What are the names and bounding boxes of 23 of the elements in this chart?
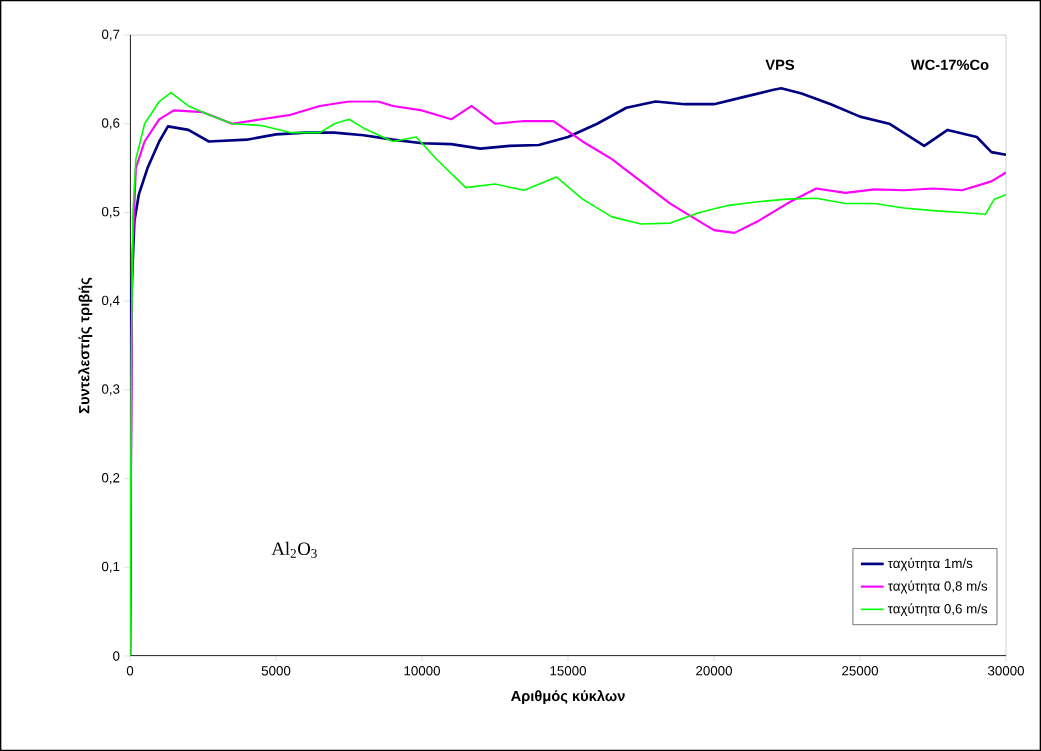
y-tick-label: 0,5 bbox=[101, 206, 120, 218]
legend-label: ταχύτητα 0,6 m/s bbox=[887, 603, 988, 617]
x-tick-label: 30000 bbox=[987, 666, 1025, 676]
y-tick-label: 0 bbox=[113, 651, 120, 661]
y-tick-label: 0,2 bbox=[101, 473, 120, 485]
x-axis-title: Αριθμός κύκλων bbox=[511, 689, 625, 705]
annotation: WC-17%Co bbox=[910, 59, 989, 71]
legend-label: ταχύτητα 1m/s bbox=[887, 557, 973, 571]
x-tick-label: 10000 bbox=[404, 666, 441, 676]
y-tick-label: 0,3 bbox=[101, 384, 120, 396]
x-tick-label: 20000 bbox=[696, 666, 733, 676]
y-tick-label: 0,1 bbox=[101, 561, 120, 573]
legend-label: ταχύτητα 0,8 m/s bbox=[887, 580, 988, 594]
y-tick-label: 0,7 bbox=[101, 29, 120, 41]
y-tick-label: 0,4 bbox=[101, 295, 120, 307]
x-tick-label: 0 bbox=[126, 666, 134, 676]
x-tick-label: 25000 bbox=[842, 666, 879, 676]
y-axis-title: Συντελεστής τριβής bbox=[78, 277, 93, 414]
x-tick-label: 5000 bbox=[261, 666, 291, 676]
annotation: VPS bbox=[765, 59, 795, 71]
y-tick-label: 0,6 bbox=[101, 118, 120, 130]
annotation: Al$_{2}$O$_{3}$ bbox=[271, 541, 317, 558]
x-tick-label: 15000 bbox=[550, 666, 587, 676]
